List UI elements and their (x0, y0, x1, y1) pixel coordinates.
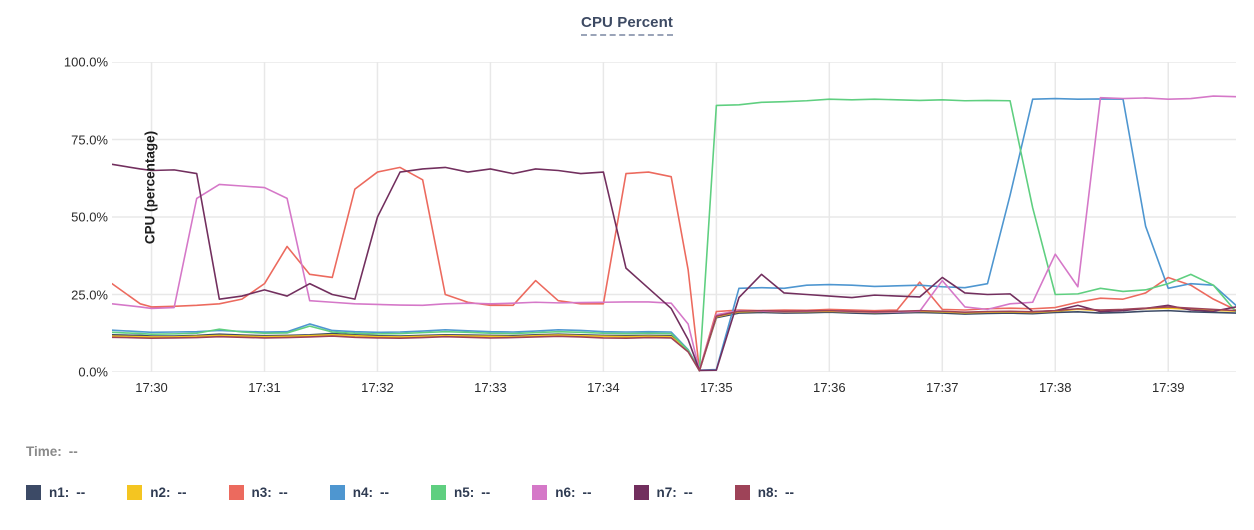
legend-color-swatch (431, 484, 446, 500)
x-tick-label: 17:33 (474, 380, 507, 395)
series-lines (112, 95, 1236, 372)
x-tick-label: 17:30 (135, 380, 168, 395)
x-tick-label: 17:31 (248, 380, 281, 395)
x-tick-label: 17:34 (587, 380, 620, 395)
legend-item-n6[interactable]: n6: -- (532, 482, 592, 502)
legend-item-n1[interactable]: n1: -- (26, 482, 85, 502)
legend-item-n8[interactable]: n8: -- (734, 482, 794, 502)
legend-color-swatch (26, 484, 41, 500)
y-tick-label: 25.0% (71, 287, 108, 302)
y-tick-label: 0.0% (78, 364, 108, 380)
plot-area: CPU (percentage) 0.0% 25.0% 50.0% 75.0% 100.… (64, 55, 1236, 395)
legend-item-label: n6: (555, 484, 576, 500)
gridlines (112, 62, 1236, 372)
x-tick-label: 17:38 (1038, 380, 1072, 395)
legend-item-n4[interactable]: n4: -- (329, 482, 389, 502)
series-line-n3 (112, 166, 1236, 371)
legend-color-swatch (228, 484, 244, 500)
legend-item-value: -- (582, 484, 592, 500)
legend-item-value: -- (177, 484, 187, 500)
legend-time-row: Time: -- (26, 444, 78, 459)
legend-item-value: -- (481, 484, 491, 500)
chart-title-text: CPU Percent (581, 14, 673, 36)
legend-color-swatch (633, 484, 649, 500)
legend-item-n2[interactable]: n2: -- (127, 482, 187, 502)
legend-item-label: n2: (150, 484, 171, 500)
legend-color-swatch (734, 484, 750, 500)
legend-item-value: -- (278, 484, 288, 500)
legend-time-value: -- (68, 444, 78, 459)
y-tick-label: 100.0% (63, 54, 108, 70)
series-line-n8 (112, 306, 1236, 372)
legend-color-swatch (127, 484, 143, 500)
legend-item-label: n8: (757, 484, 778, 500)
x-tick-label: 17:37 (926, 380, 959, 395)
x-tick-label: 17:32 (361, 380, 394, 395)
x-tick-label: 17:35 (700, 380, 733, 395)
series-line-n6 (112, 95, 1236, 371)
legend-item-n3[interactable]: n3: -- (228, 482, 288, 502)
legend-item-label: n3: (251, 484, 272, 500)
legend-item-label: n4: (352, 484, 373, 500)
legend-item-n5[interactable]: n5: -- (431, 482, 490, 502)
page-title: CPU Percent (0, 14, 1254, 36)
legend-item-label: n1: (49, 484, 70, 500)
legend-color-swatch (329, 484, 345, 500)
chart-legend: n1: -- n2: -- n3: -- n4: -- n5: -- n6: -- n7: -- n8: -- (26, 482, 836, 504)
y-axis-title: CPU (percentage) (142, 130, 158, 245)
legend-item-value: -- (785, 484, 794, 500)
y-tick-label: 75.0% (71, 132, 108, 147)
legend-item-value: -- (683, 484, 693, 500)
legend-time-label: Time: (26, 444, 62, 459)
legend-item-value: -- (380, 484, 389, 500)
x-tick-label: 17:36 (813, 380, 846, 395)
legend-item-label: n7: (656, 484, 677, 500)
series-line-n5 (112, 98, 1236, 372)
x-tick-label: 17:39 (1151, 380, 1185, 395)
legend-color-swatch (532, 484, 548, 500)
legend-item-value: -- (76, 484, 86, 500)
legend-item-n7[interactable]: n7: -- (633, 482, 693, 502)
chart-plot-svg (112, 62, 1236, 372)
y-tick-label: 50.0% (71, 209, 108, 225)
legend-item-label: n5: (454, 484, 475, 500)
